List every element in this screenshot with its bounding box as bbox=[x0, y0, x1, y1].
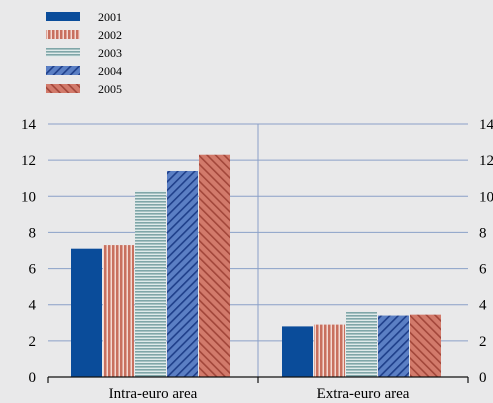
bar-2004-extra bbox=[378, 315, 409, 377]
y-tick-left-2: 2 bbox=[29, 334, 37, 350]
legend-swatch-2002 bbox=[46, 30, 80, 39]
y-tick-left-6: 6 bbox=[29, 262, 37, 278]
y-tick-left-0: 0 bbox=[29, 370, 37, 386]
legend-label-2004: 2004 bbox=[98, 64, 122, 78]
legend-label-2005: 2005 bbox=[98, 82, 122, 96]
y-tick-left-4: 4 bbox=[29, 298, 37, 314]
bar-2005-intra bbox=[199, 154, 230, 377]
y-tick-right-0: 0 bbox=[479, 370, 487, 386]
y-tick-left-10: 10 bbox=[21, 189, 36, 205]
y-tick-right-10: 10 bbox=[479, 189, 493, 205]
bar-2005-extra bbox=[410, 314, 441, 377]
legend-swatch-2001 bbox=[46, 12, 80, 21]
y-tick-right-2: 2 bbox=[479, 334, 487, 350]
bar-2002-extra bbox=[314, 324, 345, 377]
y-tick-right-14: 14 bbox=[479, 117, 493, 133]
legend-label-2001: 2001 bbox=[98, 10, 122, 24]
y-tick-left-14: 14 bbox=[21, 117, 37, 133]
legend-label-2002: 2002 bbox=[98, 28, 122, 42]
bar-2003-extra bbox=[346, 311, 377, 377]
bar-2003-intra bbox=[135, 190, 166, 377]
bar-2001-extra bbox=[282, 326, 313, 377]
bar-2004-intra bbox=[167, 170, 198, 377]
axes: 0 2 4 6 8 10 12 14 0 2 4 6 8 10 12 14 Intra-euro area Ext… bbox=[21, 117, 493, 402]
bars bbox=[71, 154, 441, 377]
y-tick-right-12: 12 bbox=[479, 153, 493, 169]
category-label-intra: Intra-euro area bbox=[109, 386, 198, 402]
y-tick-right-6: 6 bbox=[479, 262, 487, 278]
y-tick-right-4: 4 bbox=[479, 298, 487, 314]
legend-swatch-2005 bbox=[46, 84, 80, 93]
y-tick-left-8: 8 bbox=[29, 225, 37, 241]
category-label-extra: Extra-euro area bbox=[317, 386, 410, 402]
legend-swatch-2004 bbox=[46, 66, 80, 75]
bar-2001-intra bbox=[71, 248, 102, 377]
y-tick-left-12: 12 bbox=[21, 153, 36, 169]
legend-swatch-2003 bbox=[46, 48, 80, 57]
y-tick-right-8: 8 bbox=[479, 225, 487, 241]
legend-label-2003: 2003 bbox=[98, 46, 122, 60]
bar-2002-intra bbox=[103, 245, 134, 377]
legend: 2001 2002 2003 2004 2005 bbox=[46, 10, 122, 96]
